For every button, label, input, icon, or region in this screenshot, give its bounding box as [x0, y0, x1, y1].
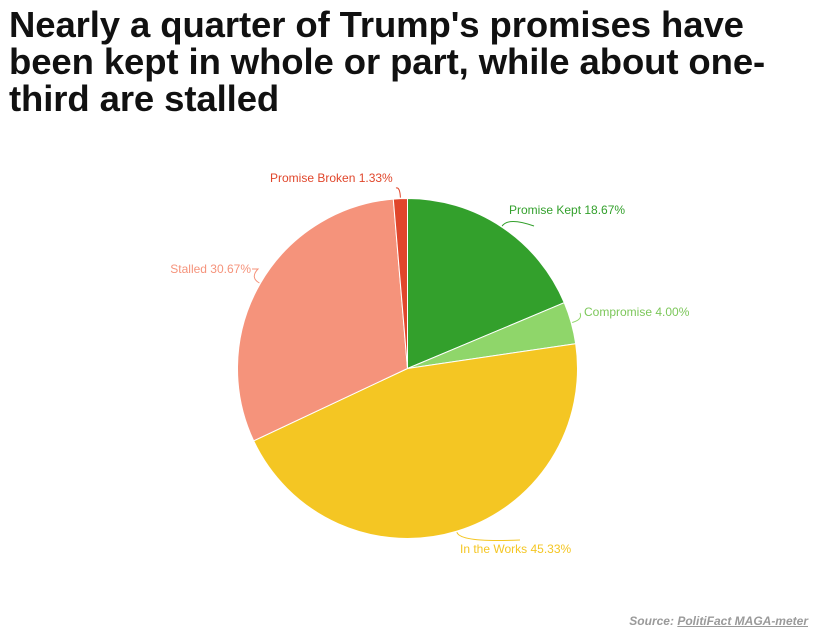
source-note: Source: PolitiFact MAGA-meter	[629, 614, 808, 628]
data-label-stalled: Stalled 30.67%	[170, 262, 251, 276]
pie-slice-in-the-works[interactable]	[253, 343, 578, 539]
data-label-compromise: Compromise 4.00%	[584, 305, 690, 319]
data-label-promise-broken: Promise Broken 1.33%	[270, 171, 393, 185]
chart-title: Nearly a quarter of Trump's promises hav…	[9, 4, 766, 119]
leader-line-stalled	[252, 268, 260, 284]
pie-slice-promise-broken[interactable]	[392, 197, 408, 369]
leader-line-promise-kept	[501, 220, 535, 227]
data-label-promise-kept: Promise Kept 18.67%	[509, 203, 625, 217]
source-link[interactable]: PolitiFact MAGA-meter	[677, 614, 808, 628]
data-label-in-the-works: In the Works 45.33%	[460, 542, 572, 556]
source-label: Source:	[629, 614, 674, 628]
leader-line-promise-broken	[395, 187, 401, 198]
pie-slice-stalled[interactable]	[237, 198, 409, 442]
leader-line-compromise	[572, 312, 582, 323]
pie-slices	[237, 197, 578, 539]
pie-labels: Promise Kept 18.67% Compromise 4.00% In th…	[170, 171, 689, 556]
leader-line-in-the-works	[456, 531, 521, 542]
pie-slice-promise-kept[interactable]	[407, 197, 565, 370]
